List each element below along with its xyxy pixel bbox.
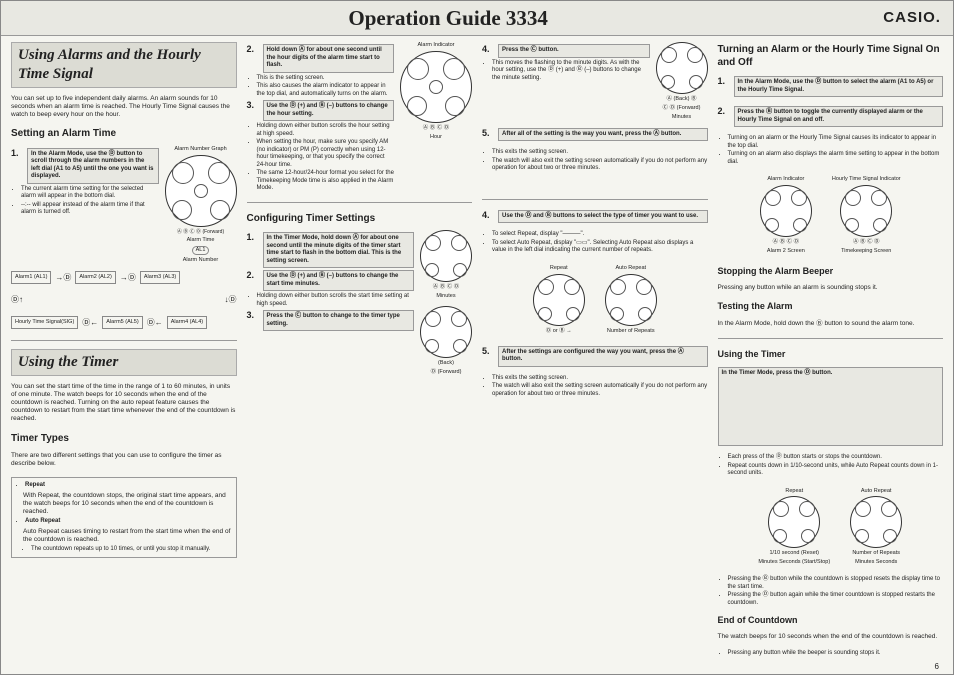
columns: Using Alarms and the Hourly Time Signal … [1,36,953,662]
step2-box: Hold down Ⓐ for about one second until t… [263,44,395,73]
config-timer-h: Configuring Timer Settings [247,213,473,226]
alarms-intro: You can set up to five independent daily… [11,95,237,119]
section-timer-title: Using the Timer [11,349,237,376]
step-1: 1. [11,148,23,159]
setting-alarm-h: Setting an Alarm Time [11,128,237,141]
alarm-flow-2: Ⓓ↑↓Ⓓ [11,295,237,305]
col-1: Using Alarms and the Hourly Time Signal … [11,42,237,658]
alarm-flow-3: Hourly Time Signal(SIG)Ⓓ← Alarm5 (AL5)Ⓓ←… [11,316,237,329]
step1-box: In the Alarm Mode, use the Ⓓ button to s… [27,148,159,184]
section-alarms-title: Using Alarms and the Hourly Time Signal [11,42,237,88]
step3-box: Use the Ⓓ (+) and Ⓑ (–) buttons to chang… [263,100,395,121]
timer-types-h: Timer Types [11,433,237,446]
timer-intro: You can set the start time of the time i… [11,383,237,424]
col-2: 2.Hold down Ⓐ for about one second until… [247,42,473,658]
page-number: 6 [1,662,953,674]
page: Operation Guide 3334 CASIO. Using Alarms… [0,0,954,675]
step1-notes: The current alarm time setting for the s… [21,186,159,217]
dial1: Alarm Number Graph Ⓐ Ⓑ Ⓒ Ⓓ (Forward) Ala… [165,146,237,264]
header-bar: Operation Guide 3334 CASIO. [1,1,953,36]
alarm-flow-1: Alarm1 (AL1)→Ⓓ Alarm2 (AL2)→Ⓓ Alarm3 (AL… [11,271,237,284]
page-title: Operation Guide 3334 [348,5,548,31]
brand-logo: CASIO. [883,9,941,28]
col-3: 4.Press the Ⓒ button. This moves the fla… [482,42,708,658]
turn-onoff-h: Turning an Alarm or the Hourly Time Sign… [718,44,944,69]
col-4: Turning an Alarm or the Hourly Time Sign… [718,42,944,658]
